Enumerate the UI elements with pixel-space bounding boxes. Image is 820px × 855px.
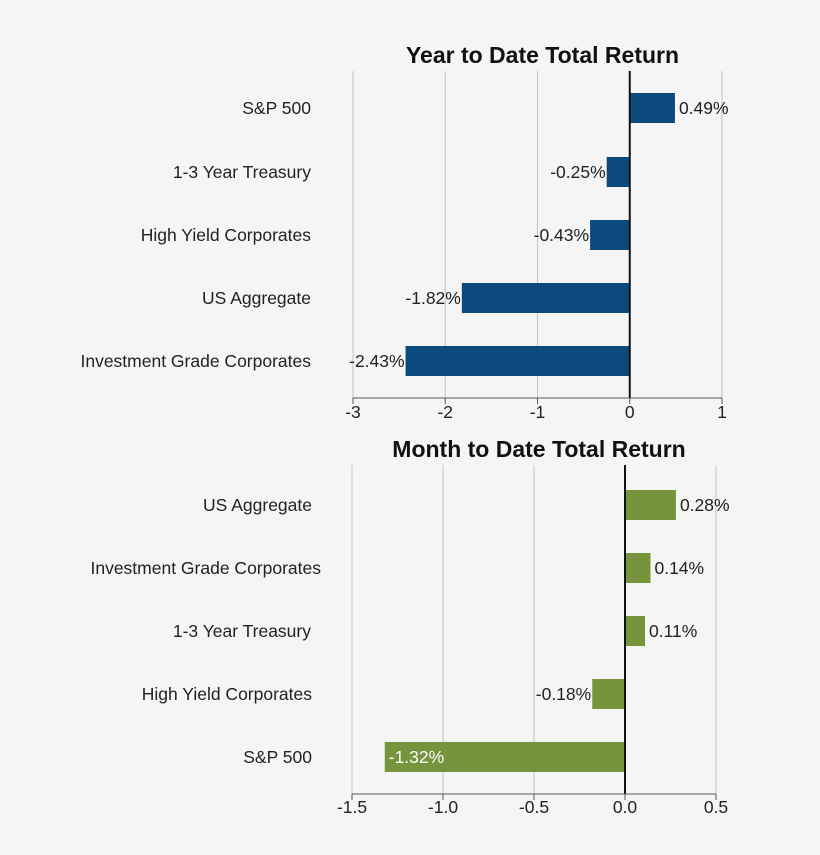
value-label: -0.18% bbox=[536, 684, 591, 704]
x-tick-label: -3 bbox=[345, 402, 361, 422]
category-label: 1-3 Year Treasury bbox=[173, 621, 311, 641]
category-label: US Aggregate bbox=[202, 288, 311, 308]
x-tick-label: 0 bbox=[625, 402, 635, 422]
value-label: -2.43% bbox=[349, 351, 404, 371]
x-tick-label: -0.5 bbox=[519, 797, 549, 817]
value-label: -0.25% bbox=[550, 162, 605, 182]
category-label: High Yield Corporates bbox=[142, 684, 312, 704]
value-label: -0.43% bbox=[534, 225, 589, 245]
bar bbox=[606, 157, 630, 187]
x-tick-label: 0.0 bbox=[613, 797, 638, 817]
bar bbox=[405, 346, 630, 376]
category-label: US Aggregate bbox=[203, 495, 312, 515]
bar bbox=[629, 93, 675, 123]
value-label: 0.14% bbox=[654, 558, 704, 578]
bar bbox=[590, 220, 630, 250]
category-label: S&P 500 bbox=[243, 747, 312, 767]
category-label: S&P 500 bbox=[242, 98, 311, 118]
value-label: 0.49% bbox=[679, 98, 729, 118]
x-tick-label: -1.0 bbox=[428, 797, 458, 817]
bar bbox=[592, 679, 625, 709]
bar bbox=[461, 283, 630, 313]
mtd-chart: Month to Date Total Return -1.5 -1.0 -0.5 0.… bbox=[90, 436, 729, 817]
x-tick-label: -2 bbox=[437, 402, 453, 422]
value-label: -1.32% bbox=[389, 747, 444, 767]
category-label: 1-3 Year Treasury bbox=[173, 162, 311, 182]
category-label: Investment Grade Corporates bbox=[80, 351, 311, 371]
chart-title: Month to Date Total Return bbox=[392, 436, 685, 462]
x-tick-label: 1 bbox=[717, 402, 727, 422]
x-tick-label: -1.5 bbox=[337, 797, 367, 817]
bar bbox=[625, 553, 651, 583]
bar bbox=[625, 490, 676, 520]
chart-title: Year to Date Total Return bbox=[406, 42, 679, 68]
x-tick-label: 0.5 bbox=[704, 797, 728, 817]
category-label: High Yield Corporates bbox=[141, 225, 311, 245]
value-label: 0.11% bbox=[649, 621, 697, 641]
bar bbox=[625, 616, 646, 646]
x-tick-label: -1 bbox=[530, 402, 546, 422]
ytd-chart: Year to Date Total Return -3 -2 -1 0 1 S&P 500… bbox=[80, 42, 728, 422]
value-label: 0.28% bbox=[680, 495, 730, 515]
bar bbox=[384, 742, 625, 772]
category-label: Investment Grade Corporates bbox=[90, 558, 321, 578]
value-label: -1.82% bbox=[405, 288, 460, 308]
